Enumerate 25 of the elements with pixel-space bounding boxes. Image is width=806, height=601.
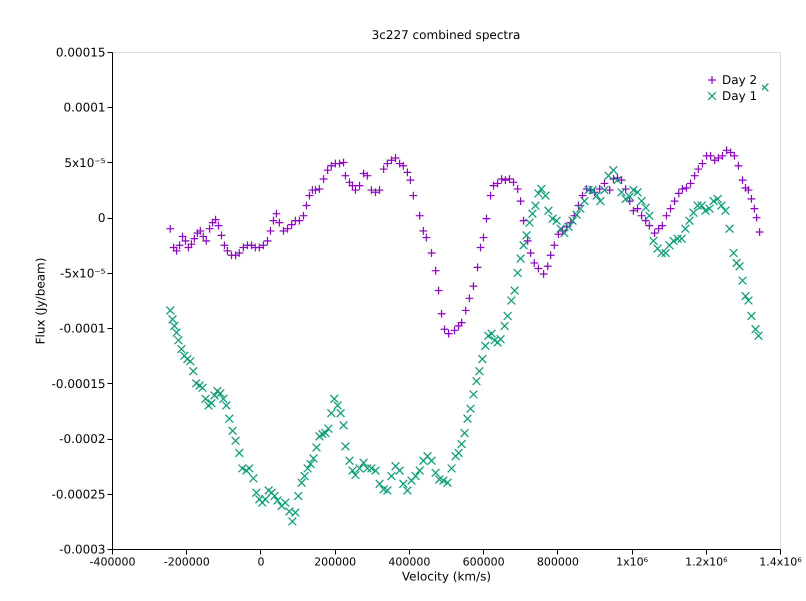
legend-label: Day 1 xyxy=(722,89,758,103)
x-tick-label: 200000 xyxy=(314,556,356,568)
x-tick-label: 0 xyxy=(257,556,264,568)
y-tick-label: 0.0001 xyxy=(64,100,106,115)
x-tick-label: -400000 xyxy=(90,556,136,568)
y-axis-title: Flux (Jy/beam) xyxy=(34,258,48,344)
y-tick-label: -0.0002 xyxy=(59,432,106,446)
legend-label: Day 2 xyxy=(722,73,758,87)
x-tick-label: 800000 xyxy=(536,556,579,568)
x-tick-label: 1.2x10⁶ xyxy=(685,556,728,568)
y-tick-label: 0.00015 xyxy=(56,46,106,60)
y-tick-label: -0.00015 xyxy=(52,376,106,391)
x-axis-title: Velocity (km/s) xyxy=(402,570,492,584)
x-tick-label: 1.4x10⁶ xyxy=(759,556,802,568)
x-tick-label: -200000 xyxy=(164,556,210,568)
x-tick-label: 400000 xyxy=(388,556,430,568)
y-tick-label: -0.0001 xyxy=(59,322,106,336)
y-tick-label: -0.00025 xyxy=(52,487,106,502)
x-tick-label: 600000 xyxy=(462,556,505,568)
x-tick-label: 1x10⁶ xyxy=(616,556,649,568)
y-tick-label: 5x10⁻⁵ xyxy=(64,156,106,170)
chart-title: 3c227 combined spectra xyxy=(372,28,520,42)
y-tick-label: -5x10⁻⁵ xyxy=(60,266,106,280)
y-tick-label: 0 xyxy=(98,211,106,226)
y-tick-label: -0.0003 xyxy=(59,542,106,556)
